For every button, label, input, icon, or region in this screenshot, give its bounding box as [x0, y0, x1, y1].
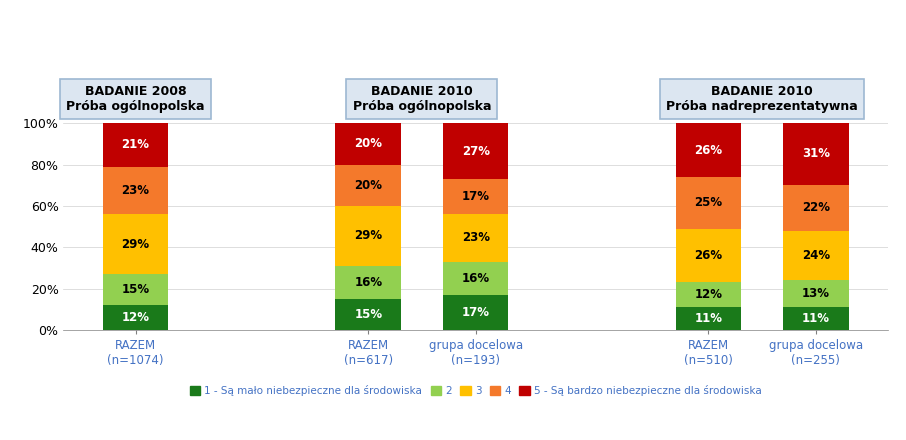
Text: 21%: 21%	[121, 139, 149, 151]
Text: 27%: 27%	[462, 145, 489, 158]
Text: 20%: 20%	[354, 179, 382, 192]
Text: 11%: 11%	[694, 312, 722, 325]
Text: 15%: 15%	[121, 283, 149, 296]
Bar	[102, 305, 169, 330]
Text: 16%: 16%	[461, 272, 490, 285]
Bar	[783, 121, 849, 185]
Bar	[335, 206, 401, 266]
Text: 25%: 25%	[694, 196, 722, 209]
Bar	[102, 274, 169, 305]
Bar	[676, 307, 741, 330]
Bar	[783, 185, 849, 231]
Text: 17%: 17%	[462, 306, 489, 319]
Text: BADANIE 2010
Próba nadreprezentatywna: BADANIE 2010 Próba nadreprezentatywna	[666, 85, 858, 113]
Text: 23%: 23%	[121, 184, 149, 197]
Text: 26%: 26%	[694, 143, 722, 157]
Text: BADANIE 2010
Próba ogólnopolska: BADANIE 2010 Próba ogólnopolska	[352, 85, 491, 113]
Bar	[676, 229, 741, 282]
Bar	[443, 123, 508, 179]
Bar	[443, 214, 508, 262]
Text: 31%: 31%	[802, 147, 830, 160]
Text: 29%: 29%	[354, 229, 382, 242]
Text: 17%: 17%	[462, 190, 489, 203]
Text: 26%: 26%	[694, 249, 722, 262]
Bar	[335, 123, 401, 165]
Bar	[783, 280, 849, 307]
Text: 11%: 11%	[802, 312, 830, 325]
Text: 13%: 13%	[802, 287, 830, 301]
Bar	[102, 167, 169, 214]
Bar	[676, 177, 741, 229]
Text: 12%: 12%	[121, 311, 149, 324]
Text: 23%: 23%	[462, 231, 489, 245]
Bar	[443, 295, 508, 330]
Text: 12%: 12%	[694, 288, 722, 301]
Text: BADANIE 2008
Próba ogólnopolska: BADANIE 2008 Próba ogólnopolska	[66, 85, 205, 113]
Legend: 1 - Są mało niebezpieczne dla środowiska, 2, 3, 4, 5 - Są bardzo niebezpieczne d: 1 - Są mało niebezpieczne dla środowiska…	[186, 381, 766, 400]
Text: 16%: 16%	[354, 276, 382, 289]
Bar	[783, 231, 849, 280]
Bar	[335, 165, 401, 206]
Bar	[102, 123, 169, 167]
Text: 29%: 29%	[121, 238, 149, 251]
Text: 24%: 24%	[802, 249, 830, 262]
Bar	[443, 179, 508, 214]
Bar	[335, 266, 401, 299]
Text: 20%: 20%	[354, 137, 382, 150]
Bar	[102, 214, 169, 274]
Bar	[443, 262, 508, 295]
Bar	[676, 123, 741, 177]
Bar	[783, 307, 849, 330]
Text: 15%: 15%	[354, 308, 382, 321]
Bar	[335, 299, 401, 330]
Text: 22%: 22%	[802, 202, 830, 214]
Bar	[676, 282, 741, 307]
